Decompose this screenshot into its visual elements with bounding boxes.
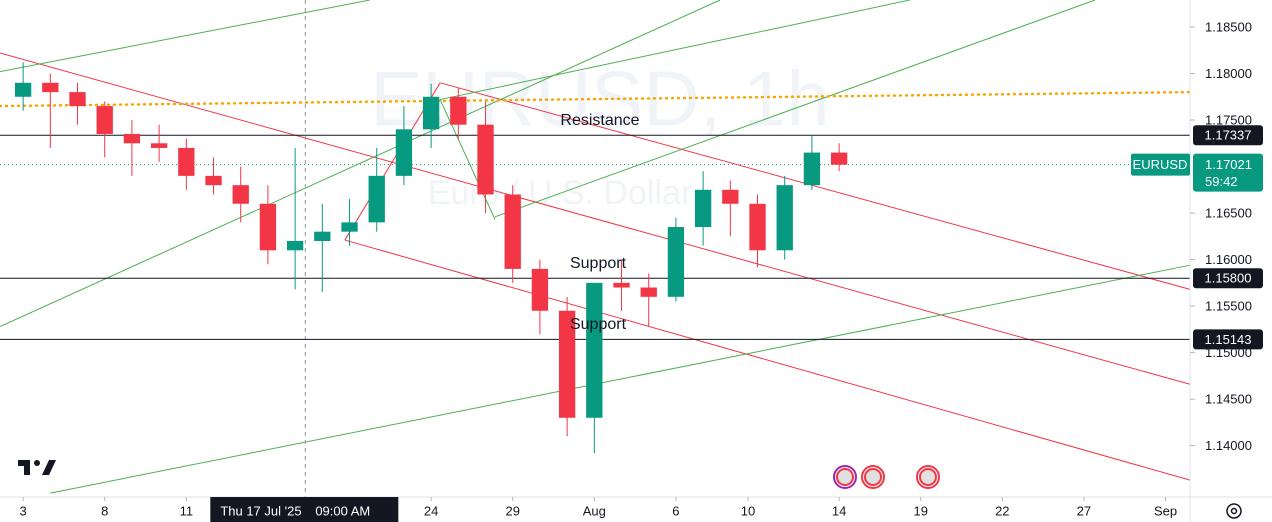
level-label-box — [1193, 329, 1263, 350]
event-icons[interactable] — [833, 465, 940, 489]
trend-line — [494, 0, 1096, 218]
candle-body — [722, 189, 739, 204]
x-tick-label: 3 — [20, 503, 27, 518]
annotation: Resistance — [560, 112, 639, 129]
tv-logo — [18, 460, 56, 475]
candle-body — [450, 96, 467, 125]
x-tick-label: 29 — [505, 503, 519, 518]
y-tick-label: 1.15000 — [1205, 345, 1252, 360]
candle-body — [286, 240, 304, 251]
candle-body — [205, 175, 222, 186]
annotation: Support — [570, 255, 627, 272]
trend-line — [344, 239, 1191, 481]
plot — [0, 0, 1192, 497]
candle-body — [14, 82, 32, 97]
candle-body — [667, 227, 685, 297]
candle-body — [42, 82, 59, 93]
settings-icon[interactable] — [1226, 503, 1242, 519]
last-price-box — [1193, 153, 1263, 192]
x-tick-label: 6 — [672, 503, 679, 518]
candle-body — [613, 282, 630, 288]
candle-body — [477, 124, 494, 195]
candle-body — [776, 185, 793, 251]
level-label: 1.15143 — [1205, 332, 1252, 347]
y-tick-label: 1.16500 — [1205, 206, 1252, 221]
trend-line — [0, 0, 371, 73]
x-tick-label: Sep — [1154, 503, 1177, 518]
x-tick-label: 24 — [424, 503, 438, 518]
symbol-label: EURUSD — [1133, 157, 1188, 172]
trend-line — [439, 0, 910, 101]
trend-line — [0, 0, 721, 328]
trend-line — [439, 82, 1191, 290]
candle-body — [640, 287, 657, 297]
trend-line — [0, 90, 1192, 108]
y-tick-label: 1.17500 — [1205, 112, 1252, 127]
candle-body — [368, 175, 385, 223]
candle-body — [694, 189, 712, 228]
candle-body — [69, 92, 86, 107]
y-tick-label: 1.14000 — [1205, 438, 1252, 453]
candle-body — [232, 185, 249, 204]
candle-body — [259, 203, 277, 251]
candle-body — [341, 222, 358, 232]
countdown-label: 59:42 — [1205, 174, 1238, 189]
candle-body — [558, 310, 576, 418]
candle-body — [150, 143, 168, 148]
x-tick-label: 10 — [741, 503, 755, 518]
y-tick-label: 1.14500 — [1205, 392, 1252, 407]
candle-body — [422, 96, 440, 130]
x-tick-label: 27 — [1077, 503, 1091, 518]
trend-line — [50, 264, 1191, 494]
candle-body — [803, 152, 821, 186]
level-label-box — [1193, 125, 1263, 146]
y-tick-label: 1.18500 — [1205, 19, 1252, 34]
x-tick-label: Aug — [583, 503, 606, 518]
x-tick-label: 11 — [180, 503, 194, 518]
x-tick-label: 14 — [832, 503, 846, 518]
candle-body — [96, 106, 113, 134]
x-tick-label: 8 — [101, 503, 108, 518]
y-tick-label: 1.15500 — [1205, 299, 1252, 314]
symbol-box — [1131, 153, 1190, 176]
level-label-box — [1193, 268, 1263, 289]
x-tick-label: 22 — [995, 503, 1009, 518]
candle-body — [586, 282, 603, 418]
y-tick-label: 1.16000 — [1205, 252, 1252, 267]
crosshair-label-box — [210, 497, 399, 522]
crosshair-time: 09:00 AM — [315, 503, 370, 518]
candle-body — [749, 203, 766, 251]
candle-body — [314, 231, 331, 241]
y-tick-label: 1.18000 — [1205, 66, 1252, 81]
x-tick-label: 19 — [913, 503, 927, 518]
candle-body — [504, 194, 521, 269]
level-label: 1.17337 — [1205, 128, 1252, 143]
candle-body — [178, 147, 195, 176]
candle-body — [123, 133, 141, 144]
last-price-label: 1.17021 — [1205, 157, 1252, 172]
annotation: Support — [570, 316, 627, 333]
trend-line — [0, 52, 1191, 385]
candle-body — [395, 129, 413, 176]
crosshair-label: Thu 17 Jul '25 — [220, 503, 301, 518]
level-label: 1.15800 — [1205, 271, 1252, 286]
candle-body — [531, 268, 549, 311]
candle-body — [830, 152, 848, 165]
